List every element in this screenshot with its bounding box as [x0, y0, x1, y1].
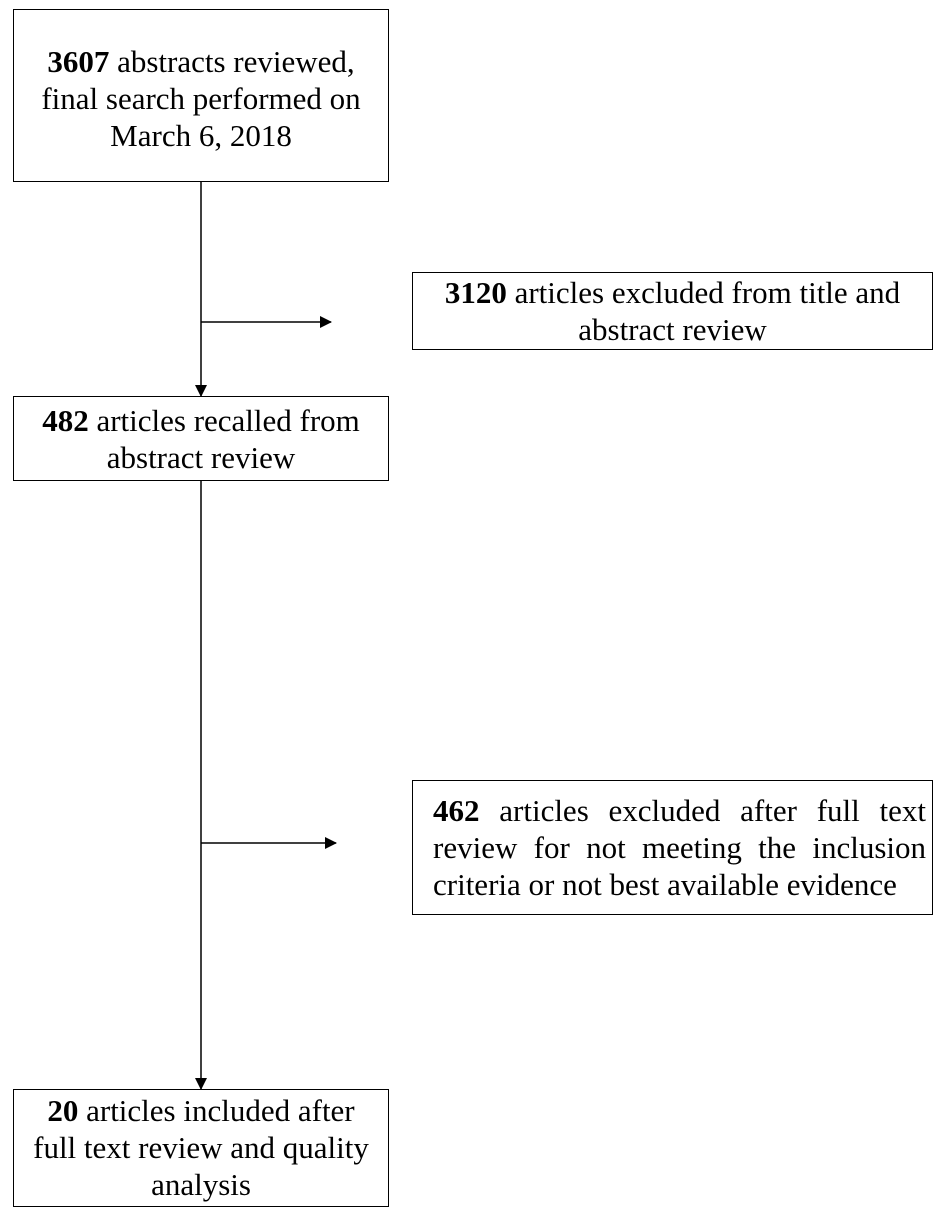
recalled-count: 482 [42, 402, 89, 438]
excluded-full-text-count: 462 [433, 793, 480, 828]
recalled-box: 482 articles recalled from abstract revi… [13, 396, 389, 481]
recalled-description: articles recalled from abstract review [88, 402, 360, 475]
search-count: 3607 [47, 44, 110, 79]
excluded-full-text-box: 462 articles excluded after full text re… [412, 780, 933, 915]
recalled-text: 482 articles recalled from abstract revi… [24, 402, 378, 476]
excluded-title-abstract-count: 3120 [444, 275, 507, 310]
search-box-text: 3607 abstracts reviewed, final search pe… [24, 43, 378, 154]
search-description: abstracts reviewed, final search perform… [41, 44, 361, 153]
included-box: 20 articles included after full text rev… [13, 1089, 389, 1207]
included-text: 20 articles included after full text rev… [24, 1092, 378, 1203]
excluded-title-abstract-description: articles excluded from title and abstrac… [506, 275, 901, 347]
included-count: 20 [47, 1093, 79, 1128]
excluded-title-abstract-text: 3120 articles excluded from title and ab… [423, 274, 922, 348]
excluded-title-abstract-box: 3120 articles excluded from title and ab… [412, 272, 933, 350]
excluded-full-text-text: 462 articles excluded after full text re… [433, 792, 926, 903]
included-description: articles included after full text review… [33, 1093, 369, 1202]
excluded-full-text-description: articles excluded after full text review… [433, 793, 926, 902]
search-box: 3607 abstracts reviewed, final search pe… [13, 9, 389, 182]
